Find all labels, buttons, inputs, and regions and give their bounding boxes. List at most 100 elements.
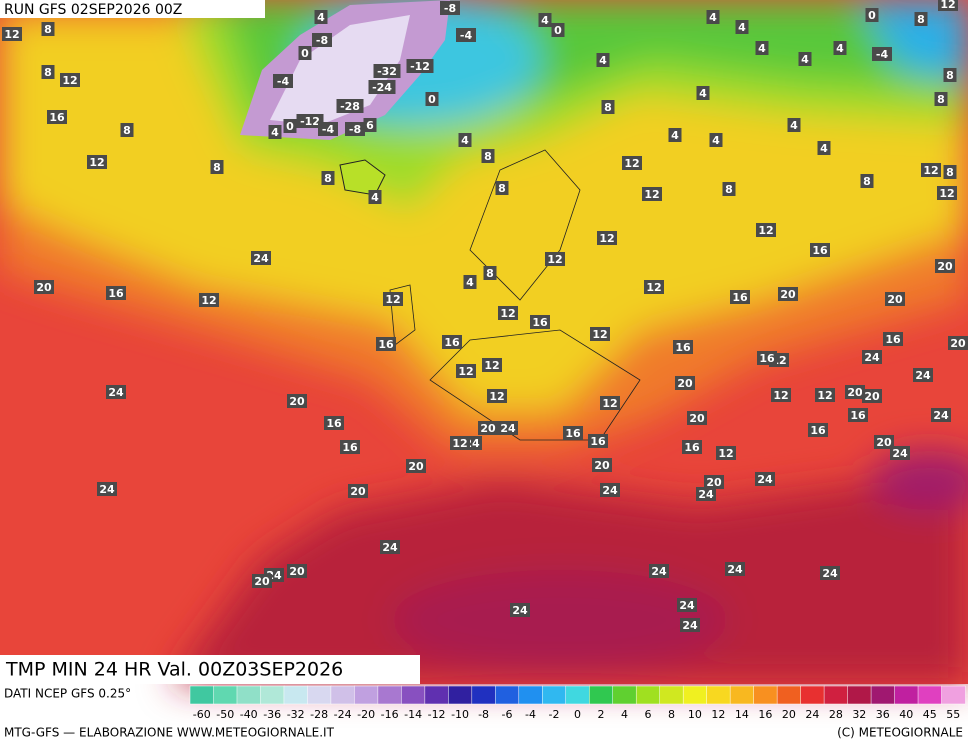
temp-label: 20: [950, 337, 966, 350]
temp-label: 8: [946, 166, 954, 179]
temp-label: 20: [350, 485, 366, 498]
scale-tick-label: 10: [688, 708, 702, 721]
temp-label: 4: [271, 126, 279, 139]
temp-label: 16: [675, 341, 691, 354]
temp-label: 12: [592, 328, 607, 341]
label-box: [363, 118, 377, 132]
temp-label: 4: [820, 142, 828, 155]
label-box: [848, 408, 868, 422]
temp-label: 16: [810, 424, 826, 437]
temp-label: 4: [738, 21, 746, 34]
label-box: [810, 243, 830, 257]
scale-swatch: [894, 685, 919, 705]
temp-label: 20: [887, 293, 903, 306]
temp-label: 16: [850, 409, 866, 422]
label-box: [914, 12, 928, 26]
scale-tick-label: -40: [240, 708, 258, 721]
label-box: [885, 292, 905, 306]
scale-swatch: [870, 685, 896, 705]
temp-label: 20: [689, 412, 705, 425]
temp-label: 8: [937, 93, 945, 106]
label-box: [495, 181, 509, 195]
temp-label: -32: [377, 65, 397, 78]
temp-label: -12: [410, 60, 430, 73]
label-box: [563, 426, 583, 440]
scale-swatch: [354, 685, 379, 705]
label-box: [935, 259, 955, 273]
label-box: [597, 231, 617, 245]
label-box: [251, 251, 271, 265]
label-box: [538, 13, 552, 27]
temp-label: 20: [254, 575, 270, 588]
temp-label: 24: [757, 473, 773, 486]
label-box: [938, 0, 958, 11]
temp-label: 24: [892, 447, 908, 460]
scale-tick-label: -4: [525, 708, 536, 721]
label-box: [931, 408, 951, 422]
label-box: [551, 23, 565, 37]
temp-label: 0: [868, 9, 876, 22]
temp-label: -12: [300, 115, 320, 128]
label-box: [406, 459, 426, 473]
label-box: [463, 275, 477, 289]
temp-label: 4: [371, 191, 379, 204]
scale-tick-label: 32: [852, 708, 866, 721]
label-box: [588, 434, 608, 448]
temp-label: 8: [946, 69, 954, 82]
color-scale: -60 -50 -40 -36 -32 -28 -24 -20 -16 -14 -12 -10 -8 -6…: [189, 685, 966, 721]
temp-label: 20: [408, 460, 424, 473]
temp-label: 24: [698, 488, 714, 501]
scale-swatch: [424, 685, 450, 705]
label-box: [722, 182, 736, 196]
scale-tick-label: -14: [404, 708, 422, 721]
scale-swatch: [917, 685, 943, 705]
label-box: [673, 340, 693, 354]
temp-label: 12: [62, 74, 77, 87]
label-box: [735, 20, 749, 34]
temp-label: 12: [646, 281, 661, 294]
label-box: [530, 315, 550, 329]
label-box: [368, 190, 382, 204]
temp-label: 16: [590, 435, 606, 448]
temp-label: 8: [213, 161, 221, 174]
temp-label: 4: [836, 42, 844, 55]
temp-label: 8: [486, 267, 494, 280]
label-box: [649, 564, 669, 578]
temp-label: 16: [444, 336, 460, 349]
copyright: (C) METEOGIORNALE: [837, 726, 963, 740]
temp-label: 12: [89, 156, 104, 169]
scale-tick-label: -32: [287, 708, 305, 721]
scale-swatch: [565, 685, 590, 705]
temp-label: 16: [49, 111, 65, 124]
label-box: [862, 350, 882, 364]
temp-label: 4: [541, 14, 549, 27]
label-box: [730, 290, 750, 304]
label-box: [106, 286, 126, 300]
temp-label: 20: [937, 260, 953, 273]
temp-label: 12: [452, 437, 467, 450]
temp-label: 12: [624, 157, 639, 170]
label-box: [456, 28, 476, 42]
label-box: [47, 110, 67, 124]
temp-label: 24: [864, 351, 880, 364]
temp-label: 24: [933, 409, 949, 422]
label-box: [798, 52, 812, 66]
temp-label: 16: [885, 333, 901, 346]
scale-swatch: [659, 685, 684, 705]
label-box: [755, 472, 775, 486]
label-box: [820, 566, 840, 580]
temp-label: 24: [682, 619, 698, 632]
temp-label: 12: [458, 365, 473, 378]
label-box: [425, 92, 439, 106]
label-box: [380, 540, 400, 554]
scale-swatch: [377, 685, 403, 705]
scale-swatch: [542, 685, 567, 705]
label-box: [815, 388, 835, 402]
label-box: [937, 186, 957, 200]
map-title: TMP MIN 24 HR Val. 00Z03SEP2026: [5, 659, 343, 681]
label-box: [287, 394, 307, 408]
label-box: [787, 118, 801, 132]
temp-label: 20: [289, 565, 305, 578]
label-box: [368, 80, 396, 94]
label-box: [383, 292, 403, 306]
